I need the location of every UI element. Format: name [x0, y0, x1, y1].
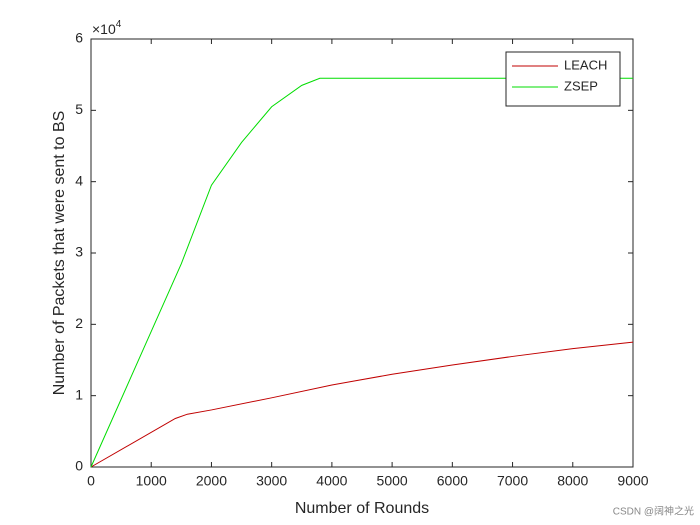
legend-label: ZSEP — [564, 78, 598, 93]
x-tick-label: 9000 — [617, 473, 648, 489]
y-axis-label: Number of Packets that were sent to BS — [51, 111, 68, 396]
x-tick-label: 3000 — [256, 473, 287, 489]
legend-box — [505, 51, 621, 107]
y-multiplier-base: ×10 — [92, 21, 116, 37]
x-tick-label: 7000 — [497, 473, 528, 489]
x-tick-label: 5000 — [377, 473, 408, 489]
x-tick-label: 2000 — [196, 473, 227, 489]
y-multiplier: ×104 — [92, 19, 122, 37]
legend-label: LEACH — [564, 57, 607, 72]
y-tick-label: 4 — [75, 172, 83, 188]
y-tick-label: 0 — [75, 458, 83, 474]
x-tick-label: 0 — [87, 473, 95, 489]
watermark: CSDN @阔神之光 — [613, 505, 694, 518]
x-tick-label: 6000 — [437, 473, 468, 489]
y-tick-label: 3 — [75, 244, 83, 260]
y-tick-label: 5 — [75, 101, 83, 117]
plot-area — [90, 38, 634, 468]
y-tick-label: 2 — [75, 315, 83, 331]
y-tick-label: 6 — [75, 30, 83, 46]
x-tick-label: 8000 — [557, 473, 588, 489]
y-multiplier-exponent: 4 — [116, 19, 122, 30]
y-tick-label: 1 — [75, 386, 83, 402]
series-line — [90, 341, 634, 468]
series-line — [90, 77, 633, 468]
x-axis-label: Number of Rounds — [295, 500, 429, 517]
x-tick-label: 1000 — [136, 473, 167, 489]
x-tick-label: 4000 — [316, 473, 347, 489]
